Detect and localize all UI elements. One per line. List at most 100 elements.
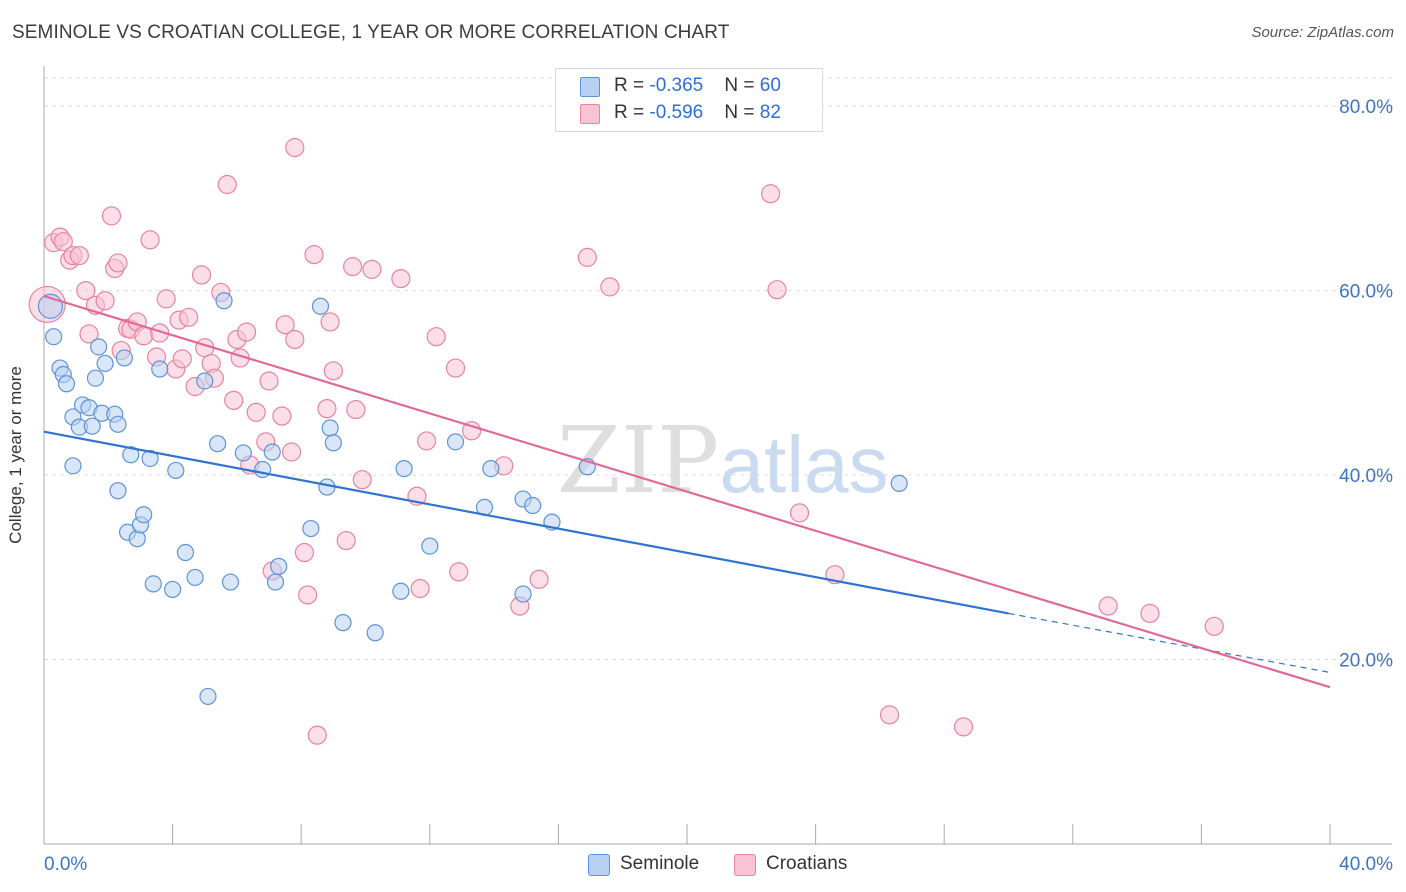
legend: R = -0.365 N = 60 R = -0.596 N = 82: [555, 68, 823, 132]
croatian-point: [352, 470, 372, 490]
croatian-point: [172, 349, 192, 369]
croatian-point: [259, 371, 279, 391]
seminole-point: [324, 434, 342, 452]
croatian-point: [307, 725, 327, 745]
seminole-point: [421, 537, 439, 555]
croatian-point: [285, 329, 305, 350]
legend-seminole-text: R = -0.365 N = 60: [614, 75, 781, 97]
seminole-point: [109, 482, 127, 500]
croatian-point: [416, 431, 437, 451]
y-tick-label: 80.0%: [1339, 97, 1393, 118]
bottom-legend-seminole-label: Seminole: [620, 853, 700, 874]
seminole-point: [395, 460, 413, 478]
croatian-point: [246, 402, 266, 422]
legend-n-value: 60: [759, 75, 781, 96]
croatian-point: [298, 585, 318, 605]
croatian-point: [879, 705, 900, 725]
seminole-point: [196, 372, 214, 390]
seminole-point: [234, 444, 252, 462]
seminole-point: [135, 506, 153, 524]
seminole-point: [96, 354, 114, 373]
croatian-point: [320, 312, 340, 332]
croatian-point: [191, 265, 212, 285]
seminole-point: [302, 519, 320, 538]
seminole-point: [122, 446, 140, 464]
croatian-point: [449, 562, 469, 582]
seminole-point: [64, 457, 82, 475]
y-tick-label: 60.0%: [1339, 282, 1393, 303]
seminole-swatch: [580, 77, 600, 97]
trend-lines: [43, 295, 1331, 689]
seminole-point: [57, 375, 76, 393]
seminole-point: [263, 443, 281, 461]
seminole-point: [144, 575, 162, 593]
croatian-point: [101, 206, 122, 226]
croatian-swatch: [734, 854, 756, 876]
croatian-point: [410, 578, 430, 599]
seminole-point: [186, 568, 204, 587]
croatian-point: [95, 291, 115, 311]
x-tick-label: 40.0%: [1339, 854, 1393, 875]
croatian-point: [217, 174, 237, 195]
croatian-point: [272, 406, 292, 426]
croatian-point: [281, 442, 302, 462]
croatian-trend-line: [43, 295, 1331, 689]
seminole-point: [254, 460, 272, 479]
seminole-point: [90, 338, 108, 356]
croatian-point: [285, 138, 305, 158]
croatian-point: [529, 569, 549, 589]
chart-title: SEMINOLE VS CROATIAN COLLEGE, 1 YEAR OR …: [12, 22, 730, 43]
axes: [43, 66, 1392, 845]
croatian-point: [1204, 616, 1224, 636]
seminole-point: [334, 614, 352, 632]
croatian-point: [346, 399, 366, 420]
croatian-point: [767, 280, 787, 300]
seminole-point: [270, 557, 288, 575]
croatian-point: [179, 307, 199, 327]
seminole-point: [167, 461, 185, 480]
croatian-point: [1098, 596, 1118, 616]
croatian-point: [236, 322, 257, 342]
seminole-point: [221, 573, 240, 591]
y-axis-label: College, 1 year or more: [6, 366, 25, 544]
seminole-point: [366, 624, 384, 642]
legend-n-label: N =: [724, 102, 760, 123]
seminole-point: [524, 496, 542, 515]
seminole-point: [209, 435, 227, 453]
croatian-point: [69, 245, 89, 266]
croatian-point: [76, 280, 96, 301]
legend-n-label: N =: [724, 75, 760, 96]
legend-r-label: R =: [614, 75, 650, 96]
seminole-point: [266, 573, 285, 591]
legend-n-value: 82: [759, 102, 781, 123]
y-tick-label: 40.0%: [1339, 466, 1393, 487]
source-credit: Source: ZipAtlas.com: [1251, 24, 1394, 41]
seminole-point: [83, 417, 101, 435]
croatian-point: [577, 247, 597, 267]
seminole-point: [482, 460, 500, 478]
seminole-point: [392, 582, 410, 600]
x-tick-label: 0.0%: [44, 854, 87, 875]
seminole-point: [890, 474, 908, 492]
croatian-point: [317, 399, 337, 419]
seminole-trend-line: [43, 430, 1009, 615]
croatian-point: [426, 327, 446, 347]
croatian-point: [445, 358, 466, 378]
watermark: ZIP atlas: [557, 407, 889, 514]
croatian-point: [760, 184, 781, 204]
seminole-point: [446, 433, 465, 451]
seminole-point: [311, 297, 330, 315]
grid-lines: [44, 77, 1392, 661]
seminole-point: [141, 449, 159, 468]
legend-r-value: -0.596: [649, 102, 704, 123]
croatian-swatch: [580, 104, 600, 124]
croatian-point: [108, 253, 128, 273]
seminole-point: [176, 543, 195, 562]
y-tick-label: 20.0%: [1339, 651, 1393, 672]
croatian-point: [53, 232, 73, 252]
croatian-point: [362, 259, 382, 279]
seminole-point: [199, 687, 217, 706]
croatian-point: [343, 257, 363, 277]
seminole-point: [86, 369, 105, 387]
